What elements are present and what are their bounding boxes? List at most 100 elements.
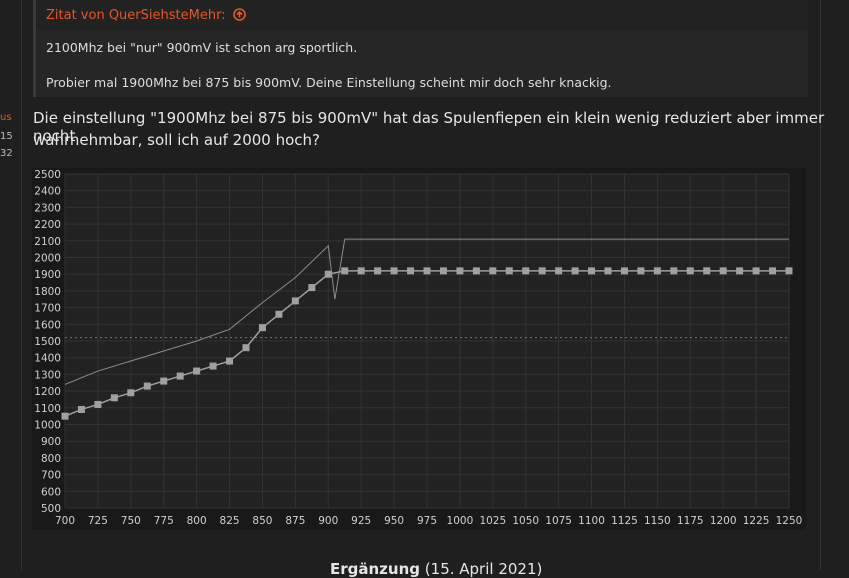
point bbox=[357, 267, 365, 275]
point bbox=[127, 389, 135, 397]
point bbox=[341, 267, 349, 275]
y-tick-label: 900 bbox=[41, 436, 61, 448]
point bbox=[407, 267, 415, 275]
y-tick-label: 1300 bbox=[34, 369, 61, 381]
y-tick-label: 1500 bbox=[34, 336, 61, 348]
quote-line: 2100Mhz bei "nur" 900mV ist schon arg sp… bbox=[46, 40, 358, 55]
point bbox=[522, 267, 530, 275]
y-tick-label: 2300 bbox=[34, 202, 61, 214]
point bbox=[439, 267, 447, 275]
y-tick-label: 1600 bbox=[34, 319, 61, 331]
point bbox=[275, 310, 283, 318]
x-tick-label: 800 bbox=[187, 515, 207, 527]
point bbox=[242, 344, 250, 352]
y-tick-label: 2100 bbox=[34, 236, 61, 248]
point bbox=[637, 267, 645, 275]
x-tick-label: 850 bbox=[252, 515, 272, 527]
y-tick-label: 500 bbox=[41, 503, 61, 515]
x-tick-label: 925 bbox=[351, 515, 371, 527]
point bbox=[209, 362, 217, 370]
x-tick-label: 1050 bbox=[512, 515, 539, 527]
point bbox=[110, 394, 118, 402]
divider bbox=[21, 0, 22, 570]
point bbox=[160, 377, 168, 385]
point bbox=[176, 372, 184, 380]
y-tick-label: 700 bbox=[41, 470, 61, 482]
point bbox=[703, 267, 711, 275]
y-tick-label: 1700 bbox=[34, 303, 61, 315]
footer: Ergänzung (15. April 2021) bbox=[330, 560, 542, 578]
point bbox=[653, 267, 661, 275]
y-tick-label: 1000 bbox=[34, 420, 61, 432]
x-tick-label: 1000 bbox=[447, 515, 474, 527]
x-tick-label: 1075 bbox=[545, 515, 572, 527]
point bbox=[94, 400, 102, 408]
point bbox=[538, 267, 546, 275]
point bbox=[719, 267, 727, 275]
y-tick-label: 2200 bbox=[34, 219, 61, 231]
point bbox=[604, 267, 612, 275]
y-tick-label: 1200 bbox=[34, 386, 61, 398]
series-line bbox=[64, 238, 789, 385]
x-tick-label: 1200 bbox=[710, 515, 737, 527]
point bbox=[588, 267, 596, 275]
x-tick-label: 725 bbox=[88, 515, 108, 527]
point bbox=[390, 267, 398, 275]
x-tick-label: 1225 bbox=[743, 515, 770, 527]
point bbox=[752, 267, 760, 275]
x-tick-label: 825 bbox=[220, 515, 240, 527]
sidebar-text: 15 bbox=[0, 131, 13, 142]
point bbox=[472, 267, 480, 275]
post-line: wahrnehmbar, soll ich auf 2000 hoch? bbox=[33, 131, 321, 149]
point bbox=[143, 382, 151, 390]
x-tick-label: 775 bbox=[154, 515, 174, 527]
divider bbox=[820, 0, 821, 570]
point bbox=[785, 267, 793, 275]
footer-title: Ergänzung bbox=[330, 560, 421, 578]
y-tick-label: 1800 bbox=[34, 286, 61, 298]
point bbox=[670, 267, 678, 275]
footer-date: (15. April 2021) bbox=[424, 560, 543, 578]
quote-author[interactable]: Zitat von QuerSiehsteMehr: bbox=[46, 8, 246, 23]
point bbox=[423, 267, 431, 275]
quote: Zitat von QuerSiehsteMehr: 2100Mhz bei "… bbox=[33, 0, 808, 97]
up-icon[interactable] bbox=[232, 8, 246, 21]
point bbox=[308, 284, 316, 292]
point bbox=[258, 324, 266, 332]
point bbox=[456, 267, 464, 275]
quote-line: Probier mal 1900Mhz bei 875 bis 900mV. D… bbox=[46, 75, 612, 90]
point bbox=[769, 267, 777, 275]
point bbox=[374, 267, 382, 275]
point bbox=[555, 267, 563, 275]
x-tick-label: 700 bbox=[55, 515, 75, 527]
y-tick-label: 2400 bbox=[34, 186, 61, 198]
x-tick-label: 1250 bbox=[776, 515, 803, 527]
y-tick-label: 1100 bbox=[34, 403, 61, 415]
y-tick-label: 600 bbox=[41, 486, 61, 498]
point bbox=[61, 412, 69, 420]
point bbox=[571, 267, 579, 275]
post-line: Die einstellung "1900Mhz bei 875 bis 900… bbox=[33, 109, 825, 145]
point bbox=[620, 267, 628, 275]
y-tick-label: 1900 bbox=[34, 269, 61, 281]
x-tick-label: 1150 bbox=[644, 515, 671, 527]
sidebar-text[interactable]: us bbox=[0, 112, 12, 123]
sidebar-text: 32 bbox=[0, 148, 13, 159]
x-tick-label: 1125 bbox=[611, 515, 638, 527]
point bbox=[291, 297, 299, 305]
point bbox=[736, 267, 744, 275]
y-tick-label: 2000 bbox=[34, 253, 61, 265]
x-tick-label: 1025 bbox=[479, 515, 506, 527]
y-tick-label: 800 bbox=[41, 453, 61, 465]
point bbox=[324, 270, 332, 278]
point bbox=[489, 267, 497, 275]
y-tick-label: 2500 bbox=[34, 169, 61, 181]
point bbox=[226, 357, 234, 365]
quote-header bbox=[36, 0, 808, 30]
point bbox=[686, 267, 694, 275]
x-tick-label: 1100 bbox=[578, 515, 605, 527]
author-link[interactable]: Zitat von QuerSiehsteMehr: bbox=[46, 8, 226, 23]
x-tick-label: 750 bbox=[121, 515, 141, 527]
x-tick-label: 875 bbox=[285, 515, 305, 527]
